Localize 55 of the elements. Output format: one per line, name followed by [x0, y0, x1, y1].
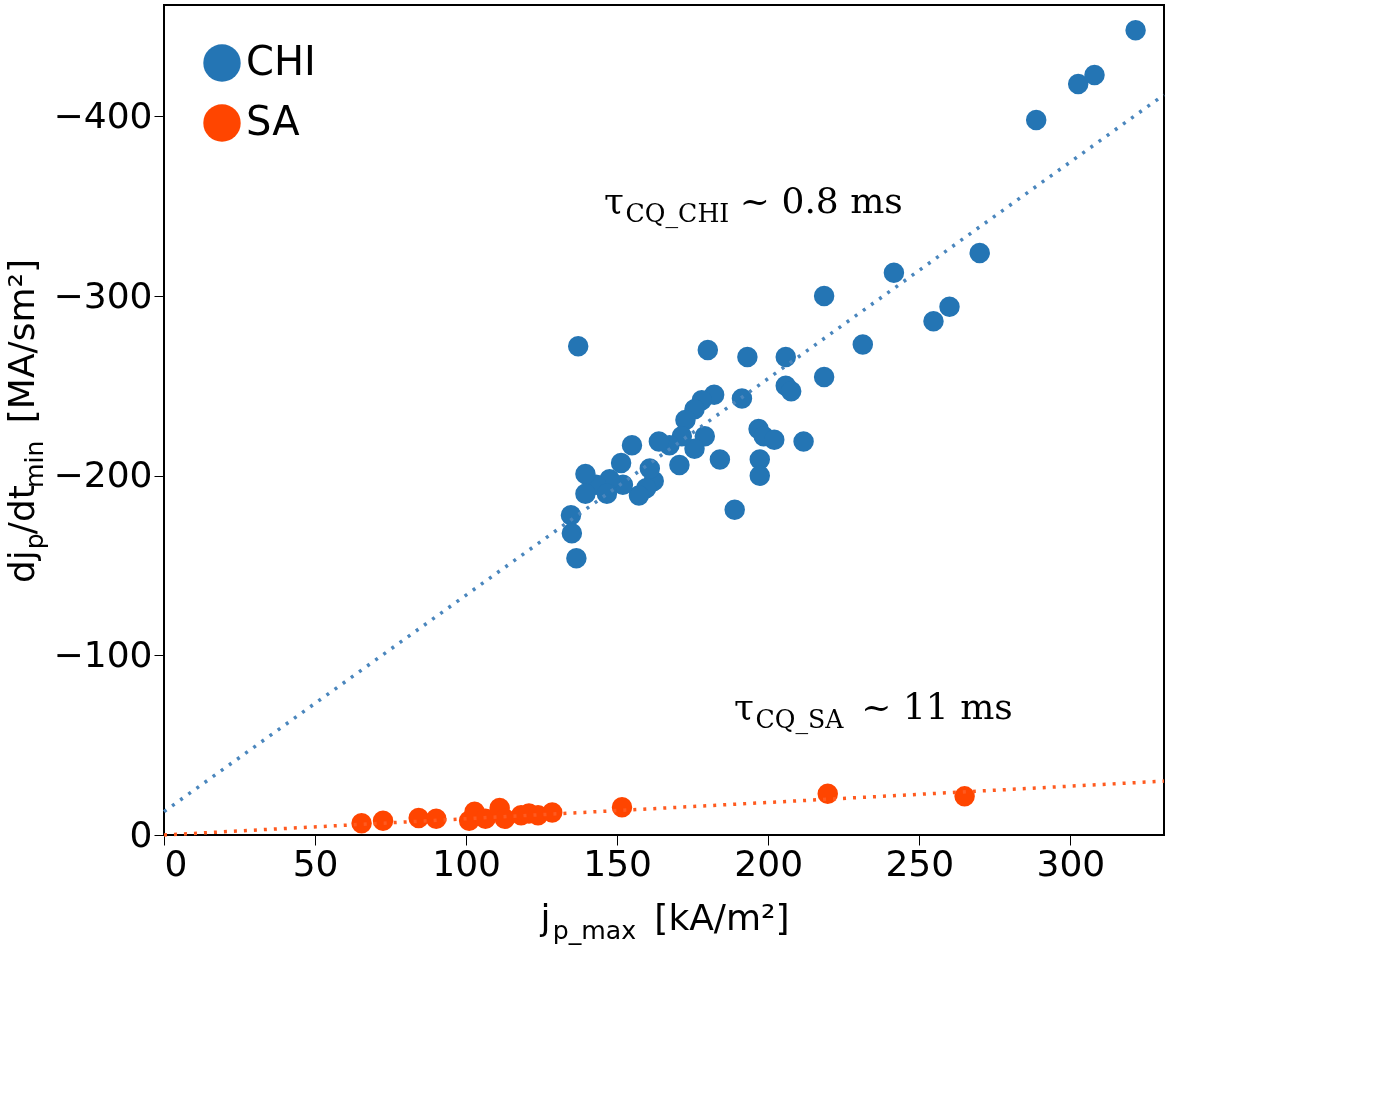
legend-label: CHI — [246, 38, 316, 84]
x-tick-label: 100 — [432, 842, 501, 884]
point — [731, 388, 753, 409]
point — [883, 262, 905, 283]
x-tick-label: 150 — [583, 842, 653, 884]
point — [372, 810, 394, 831]
x-tick-label: 0 — [164, 842, 188, 884]
point — [1067, 73, 1089, 95]
point — [954, 786, 975, 807]
point — [541, 802, 563, 823]
point — [775, 346, 796, 368]
y-axis-title: djp/dtmin [MA/sm²] — [1, 259, 49, 584]
y-tick-label: −300 — [53, 274, 153, 316]
point — [611, 796, 633, 818]
point — [697, 339, 719, 361]
point — [566, 548, 587, 569]
point — [575, 483, 596, 504]
point — [648, 431, 670, 452]
point — [737, 346, 758, 368]
point — [567, 336, 589, 357]
point — [610, 452, 632, 474]
x-tick-label: 250 — [885, 842, 955, 884]
point — [621, 434, 643, 456]
point — [923, 310, 944, 332]
point — [1084, 64, 1105, 86]
y-tick-label: −200 — [53, 454, 153, 496]
point — [1125, 19, 1146, 41]
point — [709, 449, 731, 470]
x-tick-label: 300 — [1036, 842, 1106, 884]
point — [1025, 109, 1047, 131]
y-tick-label: −400 — [53, 94, 153, 136]
point — [749, 465, 771, 486]
point — [669, 454, 690, 476]
point — [793, 431, 814, 452]
point — [684, 438, 705, 459]
y-tick-label: 0 — [129, 813, 153, 855]
point — [628, 485, 650, 506]
x-tick-label: 200 — [734, 842, 804, 884]
point — [425, 808, 447, 830]
point — [852, 334, 874, 355]
point — [817, 783, 838, 804]
legend-label: SA — [246, 98, 301, 144]
point — [813, 366, 835, 388]
point — [639, 458, 661, 479]
point — [813, 285, 835, 307]
point — [939, 296, 960, 318]
point — [575, 463, 596, 485]
point — [724, 499, 745, 521]
point — [351, 813, 372, 834]
point — [764, 429, 785, 450]
point — [561, 522, 583, 544]
y-tick-label: −100 — [53, 633, 153, 675]
point — [780, 381, 802, 402]
point — [969, 242, 990, 264]
x-tick-label: 50 — [292, 842, 339, 884]
